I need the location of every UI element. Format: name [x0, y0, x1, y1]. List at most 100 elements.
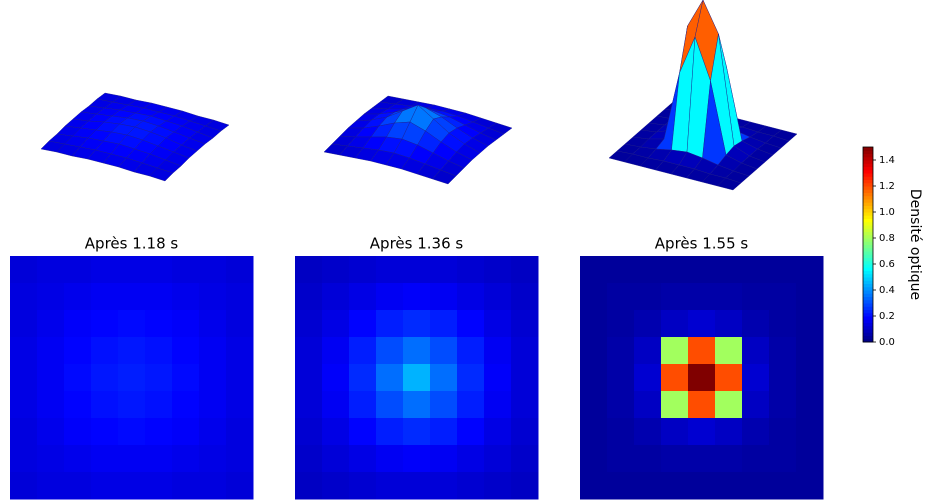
heatmap-cell — [607, 310, 635, 338]
heatmap-cell — [403, 364, 431, 392]
heatmap-cell — [10, 445, 38, 473]
heatmap-cell — [634, 445, 662, 473]
heatmap-cell — [742, 283, 770, 311]
heatmap-cell — [511, 391, 539, 419]
heatmap-cell — [742, 256, 770, 284]
heatmap-cell — [403, 445, 431, 473]
heatmap-cell — [295, 364, 323, 392]
heatmap-cell — [688, 391, 716, 419]
heatmap-cell — [322, 391, 350, 419]
heatmap-cell — [91, 472, 119, 500]
heatmap-cell — [91, 445, 119, 473]
heatmap-cell — [226, 310, 254, 338]
colorbar-tick-label: 1.2 — [879, 181, 895, 192]
heatmap-cell — [376, 283, 404, 311]
heatmap-cell — [322, 472, 350, 500]
heatmap-cell — [742, 391, 770, 419]
heatmap-cell — [769, 391, 797, 419]
heatmap-cell — [634, 283, 662, 311]
heatmap-cell — [172, 391, 200, 419]
colorbar-gradient — [863, 280, 873, 284]
colorbar-gradient — [863, 283, 873, 288]
heatmap-cell — [349, 364, 377, 392]
colorbar-gradient — [863, 160, 873, 164]
colorbar-gradient — [863, 163, 873, 167]
heatmap-cell — [64, 364, 92, 392]
heatmap-cell — [607, 337, 635, 365]
heatmap-cell — [742, 310, 770, 338]
heatmap-cell — [322, 256, 350, 284]
colorbar-gradient — [863, 244, 873, 249]
heatmap-cell — [769, 445, 797, 473]
heatmap-cell — [457, 310, 485, 338]
heatmap-cell — [607, 364, 635, 392]
heatmap-cell — [634, 310, 662, 338]
heatmap-cell — [769, 310, 797, 338]
heatmap-cell — [457, 418, 485, 446]
heatmap-cell — [10, 472, 38, 500]
colorbar-gradient — [863, 332, 873, 336]
colorbar-gradient — [863, 218, 873, 223]
colorbar-gradient — [863, 231, 873, 236]
colorbar-gradient — [863, 254, 873, 258]
colorbar-gradient — [863, 293, 873, 297]
heatmap-cell — [688, 337, 716, 365]
colorbar-gradient — [863, 202, 873, 206]
heatmap-cell — [742, 337, 770, 365]
heatmap-cell — [199, 337, 227, 365]
colorbar-gradient — [863, 166, 873, 171]
heatmap-cell — [484, 391, 512, 419]
heatmap-cell — [322, 418, 350, 446]
heatmap-cell — [796, 472, 824, 500]
heatmap-cell — [118, 391, 146, 419]
heatmap-cell — [511, 283, 539, 311]
heatmap-cell — [769, 418, 797, 446]
colorbar-gradient — [863, 208, 873, 213]
heatmap-cell — [484, 472, 512, 500]
heatmap-cell — [199, 310, 227, 338]
heatmap-cell — [10, 391, 38, 419]
heatmap-cell — [199, 256, 227, 284]
heatmap-cell — [118, 418, 146, 446]
heatmap-cell — [226, 418, 254, 446]
heatmap-cell — [349, 310, 377, 338]
heatmap-cell — [457, 364, 485, 392]
heatmap-cell — [403, 391, 431, 419]
colorbar-gradient — [863, 169, 873, 174]
colorbar-gradient — [863, 270, 873, 275]
heatmap-cell — [661, 310, 689, 338]
colorbar-gradient — [863, 290, 873, 294]
heatmap-cell — [796, 283, 824, 311]
heatmap-cell — [511, 310, 539, 338]
heatmap-cell — [796, 364, 824, 392]
heatmap-cell — [607, 391, 635, 419]
heatmap-cell — [607, 445, 635, 473]
heatmap-cell — [322, 310, 350, 338]
heatmap-cell — [64, 445, 92, 473]
heatmap-cell — [607, 256, 635, 284]
colorbar-gradient — [863, 329, 873, 333]
heatmap-cell — [118, 445, 146, 473]
panel-title: Après 1.18 s — [85, 235, 179, 253]
heatmap-cell — [37, 337, 65, 365]
heatmap-cell — [661, 364, 689, 392]
heatmap-cell — [10, 337, 38, 365]
heatmap-cell — [715, 364, 743, 392]
colorbar-gradient — [863, 264, 873, 268]
heatmap-cell — [769, 472, 797, 500]
heatmap-cell — [64, 418, 92, 446]
colorbar-tick-label: 0.8 — [879, 233, 895, 244]
heatmap-cell — [91, 283, 119, 311]
colorbar-gradient — [863, 234, 873, 239]
heatmap-cell — [295, 445, 323, 473]
heatmap-cell — [322, 364, 350, 392]
heatmap-cell — [226, 472, 254, 500]
heatmap-cell — [91, 337, 119, 365]
colorbar-gradient — [863, 221, 873, 226]
heatmap-cell — [118, 472, 146, 500]
heatmap-cell — [91, 364, 119, 392]
colorbar-gradient — [863, 247, 873, 252]
heatmap-cell — [580, 337, 608, 365]
colorbar-gradient — [863, 205, 873, 210]
heatmap-cell — [688, 418, 716, 446]
